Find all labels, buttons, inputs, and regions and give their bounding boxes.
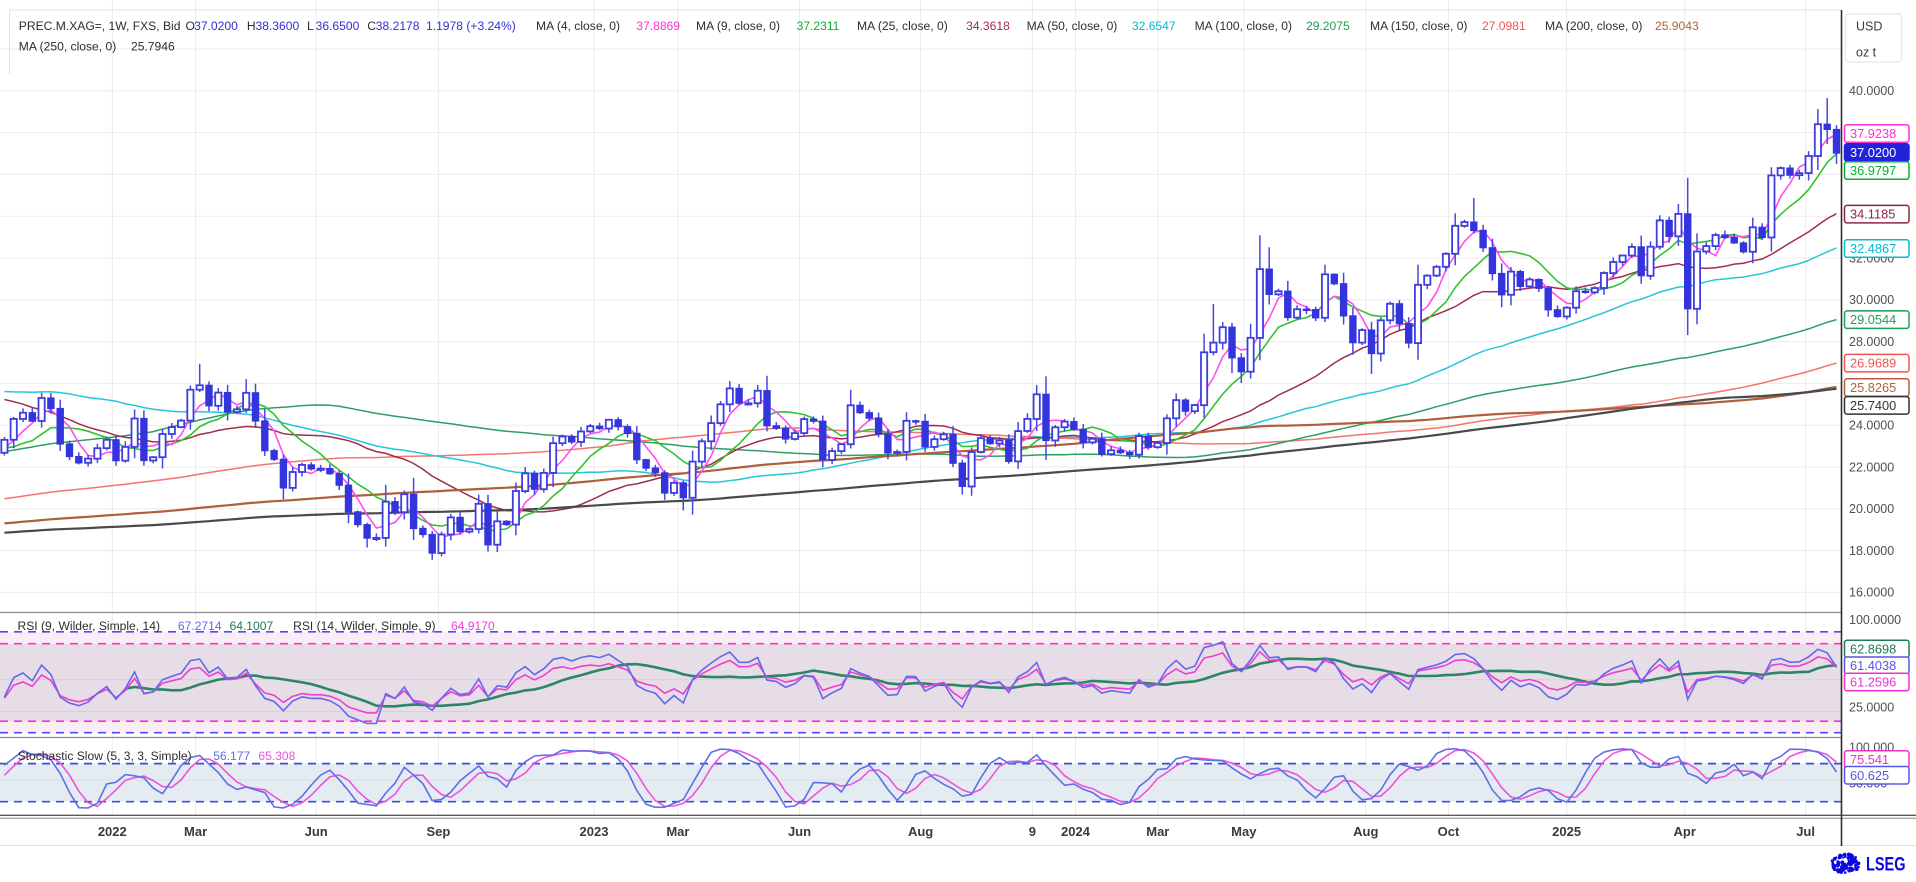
svg-text:36.6500: 36.6500 <box>316 19 360 33</box>
svg-text:20.0000: 20.0000 <box>1849 502 1894 516</box>
svg-text:38.3600: 38.3600 <box>256 19 300 33</box>
svg-text:MA (50, close, 0): MA (50, close, 0) <box>1027 19 1118 33</box>
svg-text:40.0000: 40.0000 <box>1849 84 1894 98</box>
svg-text:36.9797: 36.9797 <box>1850 163 1896 178</box>
svg-text:25.0000: 25.0000 <box>1849 701 1894 715</box>
svg-text:34.3618: 34.3618 <box>966 19 1010 33</box>
svg-text:PREC.M.XAG=, 1W, FXS, Bid: PREC.M.XAG=, 1W, FXS, Bid <box>19 19 181 33</box>
svg-text:37.8869: 37.8869 <box>636 19 680 33</box>
svg-text:MA (25, close, 0): MA (25, close, 0) <box>857 19 948 33</box>
svg-text:64.9170: 64.9170 <box>451 619 495 633</box>
svg-text:25.7400: 25.7400 <box>1850 398 1896 413</box>
svg-text:RSI (14, Wilder, Simple, 9): RSI (14, Wilder, Simple, 9) <box>293 619 435 633</box>
svg-text:25.9043: 25.9043 <box>1655 19 1699 33</box>
svg-text:29.0544: 29.0544 <box>1850 312 1896 327</box>
svg-text:Stochastic Slow (5, 3, 3, Simp: Stochastic Slow (5, 3, 3, Simple) <box>18 749 192 763</box>
svg-text:61.2596: 61.2596 <box>1850 675 1896 690</box>
svg-text:18.0000: 18.0000 <box>1849 544 1894 558</box>
svg-text:25.7946: 25.7946 <box>131 40 175 54</box>
svg-text:MA (150, close, 0): MA (150, close, 0) <box>1370 19 1467 33</box>
svg-text:65.308: 65.308 <box>258 749 295 763</box>
svg-text:100.0000: 100.0000 <box>1849 613 1901 627</box>
svg-text:Mar: Mar <box>1146 824 1169 839</box>
svg-text:USD: USD <box>1856 20 1882 34</box>
svg-text:MA (4, close, 0): MA (4, close, 0) <box>536 19 620 33</box>
svg-text:Apr: Apr <box>1674 824 1696 839</box>
svg-text:32.6547: 32.6547 <box>1132 19 1176 33</box>
svg-text:Jun: Jun <box>788 824 811 839</box>
svg-text:25.8265: 25.8265 <box>1850 380 1896 395</box>
svg-text:37.0200: 37.0200 <box>1850 145 1896 160</box>
svg-text:34.1185: 34.1185 <box>1850 207 1895 222</box>
svg-text:64.1007: 64.1007 <box>230 619 274 633</box>
svg-text:56.177: 56.177 <box>213 749 250 763</box>
svg-text:26.9689: 26.9689 <box>1850 356 1896 371</box>
svg-text:61.4038: 61.4038 <box>1850 658 1896 673</box>
svg-text:Oct: Oct <box>1438 824 1460 839</box>
svg-text:Jun: Jun <box>305 824 328 839</box>
svg-text:60.625: 60.625 <box>1850 768 1889 783</box>
svg-text:Jul: Jul <box>1796 824 1815 839</box>
svg-text:67.2714: 67.2714 <box>178 619 222 633</box>
svg-text:oz t: oz t <box>1856 46 1877 60</box>
svg-text:Aug: Aug <box>908 824 933 839</box>
svg-text:2024: 2024 <box>1061 824 1091 839</box>
svg-text:C: C <box>367 19 376 33</box>
svg-text:29.2075: 29.2075 <box>1306 19 1350 33</box>
svg-text:2022: 2022 <box>98 824 127 839</box>
svg-text:May: May <box>1231 824 1257 839</box>
svg-text:1.1978 (+3.24%): 1.1978 (+3.24%) <box>426 19 516 33</box>
svg-text:MA (9, close, 0): MA (9, close, 0) <box>696 19 780 33</box>
svg-text:37.9238: 37.9238 <box>1850 126 1896 141</box>
svg-text:MA (200, close, 0): MA (200, close, 0) <box>1545 19 1642 33</box>
svg-text:22.0000: 22.0000 <box>1849 460 1894 474</box>
svg-text:27.0981: 27.0981 <box>1482 19 1526 33</box>
svg-text:32.4867: 32.4867 <box>1850 241 1896 256</box>
svg-text:30.0000: 30.0000 <box>1849 293 1894 307</box>
svg-text:2025: 2025 <box>1552 824 1581 839</box>
svg-text:62.8698: 62.8698 <box>1850 642 1896 657</box>
svg-text:LSEG: LSEG <box>1866 854 1906 876</box>
svg-text:Sep: Sep <box>426 824 450 839</box>
svg-text:RSI (9, Wilder, Simple, 14): RSI (9, Wilder, Simple, 14) <box>18 619 160 633</box>
svg-text:16.0000: 16.0000 <box>1849 586 1894 600</box>
svg-text:Mar: Mar <box>666 824 689 839</box>
svg-text:37.0200: 37.0200 <box>194 19 238 33</box>
svg-text:Mar: Mar <box>184 824 207 839</box>
svg-text:37.2311: 37.2311 <box>797 19 840 33</box>
svg-text:O: O <box>186 19 195 33</box>
svg-text:MA (100, close, 0): MA (100, close, 0) <box>1195 19 1292 33</box>
svg-text:28.0000: 28.0000 <box>1849 335 1894 349</box>
svg-text:75.541: 75.541 <box>1850 752 1889 767</box>
svg-text:24.0000: 24.0000 <box>1849 419 1894 433</box>
svg-text:H: H <box>247 19 256 33</box>
svg-text:9: 9 <box>1029 824 1036 839</box>
svg-text:2023: 2023 <box>580 824 609 839</box>
svg-text:L: L <box>307 19 314 33</box>
svg-text:MA (250, close, 0): MA (250, close, 0) <box>19 40 116 54</box>
svg-text:38.2178: 38.2178 <box>376 19 420 33</box>
svg-text:Aug: Aug <box>1353 824 1378 839</box>
